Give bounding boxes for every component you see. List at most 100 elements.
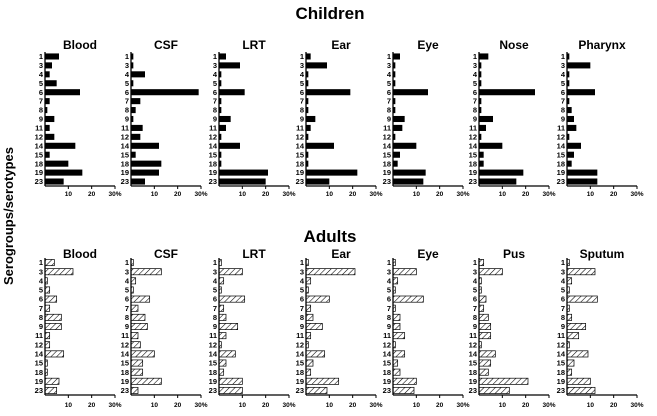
category-label: 8	[387, 106, 391, 115]
category-label: 8	[387, 313, 391, 322]
bar-7	[131, 98, 141, 105]
category-label: 3	[473, 61, 477, 70]
category-label: 15	[209, 150, 217, 159]
category-label: 15	[383, 359, 391, 368]
category-label: 23	[209, 386, 217, 395]
category-label: 11	[469, 331, 477, 340]
bar-5	[219, 80, 222, 87]
category-label: 12	[383, 132, 391, 141]
category-label: 12	[296, 132, 304, 141]
bar-4	[305, 277, 312, 285]
category-label: 3	[561, 61, 565, 70]
category-label: 5	[125, 286, 129, 295]
bar-18	[45, 160, 69, 167]
category-label: 12	[469, 340, 477, 349]
category-label: 23	[469, 386, 477, 395]
category-label: 1	[561, 52, 565, 61]
category-label: 23	[209, 177, 217, 186]
bar-9	[566, 323, 587, 330]
category-label: 19	[383, 377, 391, 386]
category-label: 23	[121, 386, 129, 395]
category-label: 23	[296, 177, 304, 186]
children-section-title: Children	[296, 4, 365, 23]
category-label: 5	[473, 79, 477, 88]
category-label: 18	[35, 159, 43, 168]
category-label: 19	[383, 168, 391, 177]
category-label: 7	[473, 304, 477, 313]
bar-23	[305, 386, 328, 394]
bar-11	[479, 124, 486, 131]
bar-11	[305, 332, 312, 340]
category-label: 4	[300, 276, 305, 285]
bar-12	[393, 133, 396, 140]
panel-title: Sputum	[580, 247, 625, 261]
bar-7	[44, 304, 51, 312]
bar-9	[45, 115, 55, 123]
bar-8	[219, 107, 222, 114]
bar-19	[130, 377, 162, 385]
category-label: 19	[35, 377, 43, 386]
category-label: 6	[125, 88, 129, 97]
category-label: 4	[125, 276, 130, 285]
category-label: 18	[35, 368, 43, 377]
bar-9	[130, 323, 148, 330]
category-label: 19	[209, 168, 217, 177]
category-label: 14	[383, 350, 392, 359]
category-label: 14	[469, 350, 478, 359]
x-tick-label: 10	[587, 402, 595, 409]
category-label: 18	[383, 368, 391, 377]
category-label: 8	[125, 313, 129, 322]
bar-14	[45, 142, 76, 149]
category-label: 12	[557, 132, 565, 141]
bar-8	[392, 313, 401, 321]
x-tick-label: 10	[151, 191, 159, 198]
bar-3	[479, 62, 482, 69]
bar-8	[218, 313, 227, 321]
bar-4	[393, 71, 396, 78]
category-label: 6	[387, 295, 391, 304]
bar-4	[392, 277, 399, 285]
bar-5	[45, 80, 57, 87]
bar-19	[566, 377, 591, 385]
category-label: 7	[561, 304, 565, 313]
category-label: 12	[557, 340, 565, 349]
x-tick-label: 30%	[369, 402, 382, 409]
category-label: 15	[35, 359, 43, 368]
category-label: 9	[561, 322, 565, 331]
category-label: 3	[473, 267, 477, 276]
bar-3	[305, 268, 356, 276]
bar-3	[306, 62, 327, 69]
x-tick-label: 20	[88, 191, 96, 198]
bar-6	[306, 89, 351, 96]
bar-18	[393, 160, 398, 167]
x-tick-label: 20	[262, 191, 270, 198]
bar-12	[131, 133, 141, 140]
bar-9	[44, 323, 62, 330]
category-label: 7	[300, 304, 304, 313]
bar-9	[306, 115, 316, 123]
x-tick-label: 30%	[369, 191, 382, 198]
category-label: 11	[296, 124, 304, 133]
category-label: 8	[300, 106, 304, 115]
bar-8	[393, 107, 396, 114]
category-label: 12	[469, 132, 477, 141]
category-label: 23	[383, 177, 391, 186]
category-label: 9	[39, 322, 43, 331]
x-tick-label: 20	[610, 402, 618, 409]
category-label: 6	[561, 295, 565, 304]
bar-1	[479, 53, 489, 60]
category-label: 9	[300, 322, 304, 331]
category-label: 14	[469, 141, 478, 150]
bar-12	[306, 133, 309, 140]
bar-15	[393, 151, 400, 158]
bar-3	[478, 268, 503, 276]
bar-5	[393, 80, 396, 87]
category-label: 18	[557, 159, 565, 168]
category-label: 23	[296, 386, 304, 395]
x-tick-label: 30%	[108, 402, 121, 409]
bar-3	[130, 268, 162, 276]
bar-11	[44, 332, 51, 340]
category-label: 9	[473, 322, 477, 331]
category-label: 23	[469, 177, 477, 186]
